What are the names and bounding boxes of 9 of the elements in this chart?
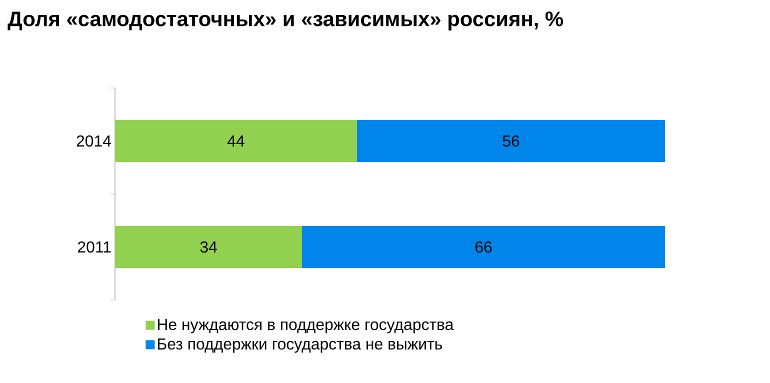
legend-label: Не нуждаются в поддержке государства: [158, 319, 454, 334]
y-tick-label: 2014: [76, 135, 111, 147]
legend-label: Без поддержки государства не выжить: [158, 338, 442, 353]
data-label: 56: [502, 135, 520, 147]
data-label: 44: [227, 136, 244, 146]
chart-title: Доля «самодостаточных» и «зависимых» россиян, %: [8, 12, 564, 30]
data-label: 66: [475, 241, 492, 253]
y-tick-label: 2011: [78, 241, 111, 253]
data-label: 34: [200, 241, 217, 253]
